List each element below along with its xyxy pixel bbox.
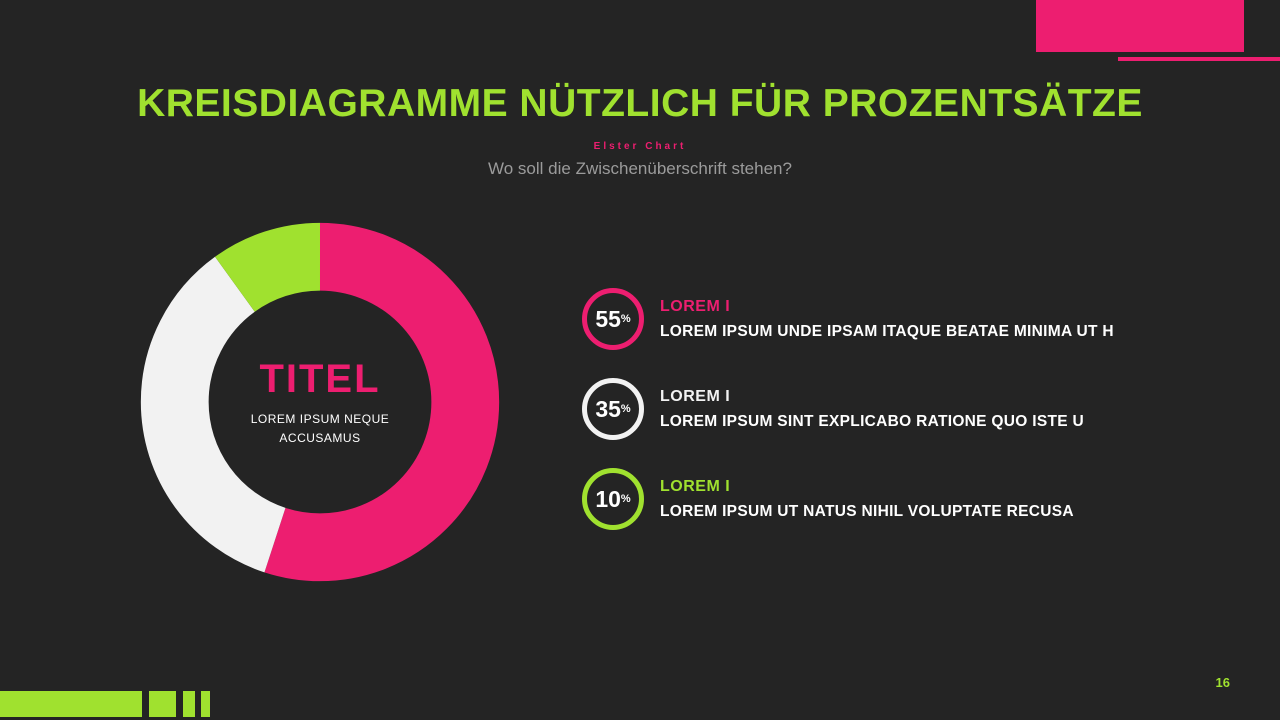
legend-description: LOREM IPSUM UT NATUS NIHIL VOLUPTATE REC… <box>660 502 1074 520</box>
donut-chart: TITEL LOREM IPSUM NEQUE ACCUSAMUS <box>136 218 504 586</box>
decorative-green-bar <box>0 691 142 717</box>
decorative-bottom-bars <box>0 691 210 717</box>
decorative-pink-block <box>1036 0 1244 52</box>
legend-description: LOREM IPSUM UNDE IPSAM ITAQUE BEATAE MIN… <box>660 322 1114 340</box>
legend-description: LOREM IPSUM SINT EXPLICABO RATIONE QUO I… <box>660 412 1084 430</box>
percentage-badge: 55% <box>582 288 644 350</box>
legend-label: LOREM I <box>660 387 731 405</box>
chart-legend: 55% LOREM I LOREM IPSUM UNDE IPSAM ITAQUE … <box>582 288 1202 558</box>
legend-item: 10% LOREM I LOREM IPSUM UT NATUS NIHIL VOL… <box>582 468 1202 530</box>
percentage-badge: 35% <box>582 378 644 440</box>
legend-text: LOREM I LOREM IPSUM UT NATUS NIHIL VOLUPT… <box>660 478 1074 521</box>
decorative-green-stripe <box>201 691 210 717</box>
donut-segment <box>140 222 500 582</box>
legend-label: LOREM I <box>660 297 731 315</box>
decorative-pink-line <box>1118 57 1280 61</box>
slide-title: KREISDIAGRAMME NÜTZLICH FÜR PROZENTSÄTZE <box>137 82 1143 125</box>
legend-item: 55% LOREM I LOREM IPSUM UNDE IPSAM ITAQUE … <box>582 288 1202 350</box>
legend-item: 35% LOREM I LOREM IPSUM SINT EXPLICABO RAT… <box>582 378 1202 440</box>
donut-chart-svg <box>140 222 500 582</box>
decorative-green-stripe <box>149 691 176 717</box>
slide-kicker: Elster Chart <box>593 141 687 152</box>
page-number: 16 <box>1215 675 1230 690</box>
donut-segment <box>140 222 500 582</box>
percentage-badge: 10% <box>582 468 644 530</box>
legend-text: LOREM I LOREM IPSUM UNDE IPSAM ITAQUE BEA… <box>660 298 1114 341</box>
slide-subtitle: Wo soll die Zwischenüberschrift stehen? <box>488 159 792 178</box>
decorative-green-stripe <box>183 691 195 717</box>
legend-text: LOREM I LOREM IPSUM SINT EXPLICABO RATION… <box>660 388 1084 431</box>
legend-label: LOREM I <box>660 477 731 495</box>
